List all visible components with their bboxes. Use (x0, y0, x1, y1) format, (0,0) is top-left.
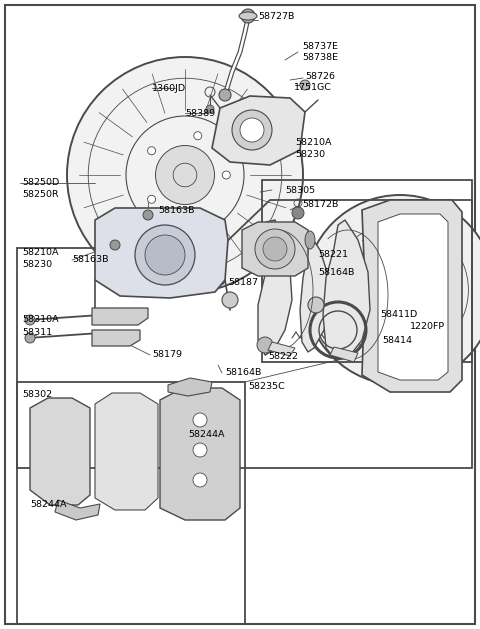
Polygon shape (212, 96, 305, 165)
Text: 58738E: 58738E (302, 53, 338, 62)
Circle shape (263, 237, 287, 261)
Circle shape (135, 225, 195, 285)
Text: 58737E: 58737E (302, 42, 338, 51)
Circle shape (372, 237, 388, 253)
Polygon shape (242, 222, 308, 276)
Circle shape (308, 297, 324, 313)
Text: 58164B: 58164B (225, 368, 262, 377)
Text: 58311: 58311 (22, 328, 52, 337)
Polygon shape (95, 208, 228, 298)
Text: 58163B: 58163B (72, 255, 108, 264)
Text: 58172B: 58172B (302, 200, 338, 209)
Polygon shape (268, 342, 295, 356)
Circle shape (222, 171, 230, 179)
Text: 58164B: 58164B (318, 268, 354, 277)
Text: 1751GC: 1751GC (294, 83, 332, 92)
Text: 58221: 58221 (318, 250, 348, 259)
Text: 58163B: 58163B (158, 206, 194, 215)
Circle shape (368, 258, 432, 322)
Polygon shape (30, 398, 90, 505)
Circle shape (222, 292, 238, 308)
Circle shape (147, 195, 156, 203)
Polygon shape (258, 220, 292, 355)
Text: 58727B: 58727B (258, 12, 294, 21)
Circle shape (240, 118, 264, 142)
Circle shape (300, 80, 310, 90)
Circle shape (219, 89, 231, 101)
Text: 1220FP: 1220FP (410, 322, 445, 331)
Ellipse shape (305, 231, 315, 249)
Text: 58210A: 58210A (22, 248, 59, 257)
Circle shape (193, 413, 207, 427)
Circle shape (292, 207, 304, 219)
Circle shape (193, 443, 207, 457)
Polygon shape (92, 308, 148, 325)
Circle shape (232, 110, 272, 150)
Polygon shape (160, 388, 240, 520)
Text: 58411D: 58411D (380, 310, 417, 319)
Circle shape (255, 229, 295, 269)
Circle shape (215, 275, 225, 285)
Circle shape (194, 131, 202, 140)
Polygon shape (55, 500, 100, 520)
Circle shape (257, 337, 273, 353)
Text: 58389: 58389 (185, 109, 215, 118)
Text: 58230: 58230 (295, 150, 325, 159)
Text: 58305: 58305 (285, 186, 315, 195)
Polygon shape (168, 378, 212, 396)
Circle shape (156, 145, 215, 204)
Text: 58310A: 58310A (22, 315, 59, 324)
Polygon shape (362, 200, 462, 392)
Polygon shape (300, 235, 330, 352)
Text: 58235C: 58235C (248, 382, 285, 391)
Circle shape (382, 330, 398, 347)
Text: 58187: 58187 (228, 278, 258, 287)
Polygon shape (378, 214, 448, 380)
Text: 58250R: 58250R (22, 190, 59, 199)
Circle shape (25, 315, 35, 325)
Text: 58302: 58302 (22, 390, 52, 399)
Circle shape (143, 210, 153, 220)
Circle shape (429, 249, 444, 265)
Bar (262, 180, 472, 362)
Circle shape (193, 473, 207, 487)
Text: 58210A: 58210A (295, 138, 332, 147)
Circle shape (147, 147, 156, 155)
Text: 58414: 58414 (382, 336, 412, 345)
Text: 58250D: 58250D (22, 178, 59, 187)
Polygon shape (95, 393, 158, 510)
Text: 58244A: 58244A (188, 430, 225, 439)
Text: 58244A: 58244A (30, 500, 67, 509)
Text: 58726: 58726 (305, 72, 335, 81)
Circle shape (206, 105, 214, 113)
Circle shape (435, 307, 451, 323)
Circle shape (343, 287, 359, 303)
Text: 58230: 58230 (22, 260, 52, 269)
Circle shape (145, 235, 185, 275)
Polygon shape (92, 330, 140, 346)
Text: 58222: 58222 (268, 352, 298, 361)
Text: 58179: 58179 (152, 350, 182, 359)
Polygon shape (330, 347, 358, 362)
Circle shape (25, 333, 35, 343)
Bar (17, 382, 245, 624)
Circle shape (67, 57, 303, 293)
Circle shape (194, 210, 202, 218)
Ellipse shape (239, 12, 257, 20)
Circle shape (305, 195, 480, 385)
Circle shape (241, 9, 255, 23)
Circle shape (110, 240, 120, 250)
Polygon shape (323, 220, 370, 360)
Text: 1360JD: 1360JD (152, 84, 186, 93)
